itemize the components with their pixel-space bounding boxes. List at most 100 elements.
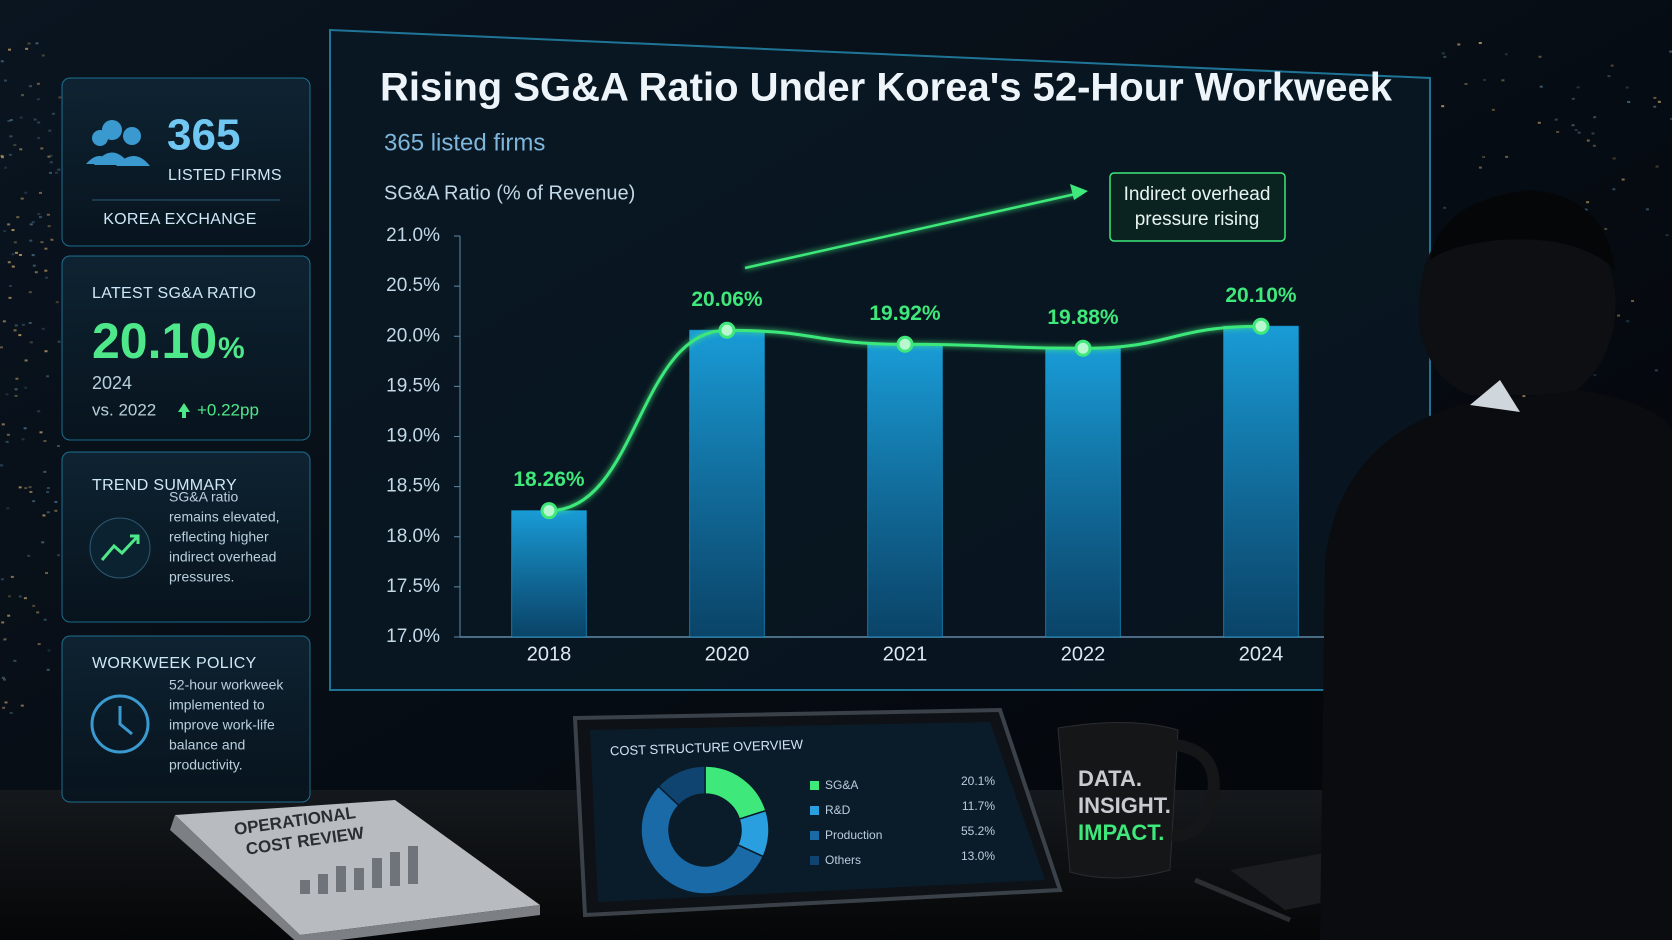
city-light <box>14 388 18 391</box>
city-light <box>44 269 48 272</box>
y-tick-label: 17.5% <box>386 576 440 597</box>
city-light <box>14 251 18 254</box>
y-tick-label: 18.0% <box>386 526 440 547</box>
city-light <box>34 271 38 274</box>
city-light <box>3 638 7 641</box>
city-light <box>3 638 7 641</box>
x-tick-label: 2024 <box>1239 643 1284 665</box>
legend-label: Others <box>825 853 861 867</box>
city-light <box>1522 395 1526 398</box>
compare-label: vs. 2022 <box>92 400 156 419</box>
city-light <box>0 156 4 159</box>
mug-handle <box>1171 739 1220 842</box>
data-label: 20.06% <box>691 288 763 311</box>
city-light <box>4 166 8 169</box>
city-light <box>43 440 47 443</box>
city-light <box>4 701 8 704</box>
city-light <box>1653 105 1657 108</box>
city-light <box>11 229 15 232</box>
annotation-text: pressure rising <box>1135 209 1260 230</box>
city-light <box>1491 108 1495 111</box>
city-light <box>1655 165 1659 168</box>
city-light <box>13 144 17 147</box>
city-light <box>42 514 46 517</box>
city-light <box>18 486 22 489</box>
y-axis-title: SG&A Ratio (% of Revenue) <box>384 182 635 204</box>
mug-text: DATA. <box>1078 766 1142 791</box>
data-label: 19.88% <box>1047 306 1119 329</box>
point <box>1252 317 1270 335</box>
point <box>718 321 736 339</box>
panel-title: WORKWEEK POLICY <box>92 655 257 672</box>
city-light <box>1621 178 1625 181</box>
up-arrow <box>178 403 190 418</box>
chart-title: Rising SG&A Ratio Under Korea's 52-Hour … <box>380 66 1393 110</box>
panel-title: LATEST SG&A RATIO <box>92 285 256 302</box>
donut-slice <box>640 785 765 895</box>
city-light <box>36 611 40 614</box>
panel <box>61 77 311 247</box>
city-light <box>1 621 5 624</box>
city-light <box>1607 75 1611 78</box>
city-light <box>1586 139 1590 142</box>
legend-value: 11.7% <box>962 799 995 813</box>
city-light <box>8 48 12 51</box>
city-light <box>1538 55 1542 58</box>
city-light <box>36 98 40 101</box>
annotation-arrow <box>744 191 1081 270</box>
legend-swatch <box>810 831 819 840</box>
city-light <box>25 47 29 50</box>
city-light <box>51 112 55 115</box>
report <box>175 800 540 935</box>
city-light <box>44 247 48 250</box>
city-light <box>7 223 11 226</box>
city-light <box>20 197 24 200</box>
city-light <box>41 54 45 57</box>
city-light <box>14 394 18 397</box>
city-light <box>29 223 33 226</box>
data-label: 18.26% <box>513 468 585 491</box>
firm-source: KOREA EXCHANGE <box>103 211 257 228</box>
city-light <box>57 554 61 557</box>
panel <box>61 635 311 803</box>
city-light <box>9 119 13 122</box>
city-light <box>28 321 32 324</box>
city-light <box>18 595 22 598</box>
x-tick-label: 2021 <box>883 643 928 665</box>
firm-count: 365 <box>167 111 240 160</box>
city-light <box>1610 64 1614 67</box>
mug-text: INSIGHT. <box>1078 793 1171 818</box>
city-light <box>1441 105 1445 108</box>
bar <box>867 343 943 638</box>
city-light <box>47 155 51 158</box>
city-light <box>13 659 17 662</box>
city-light <box>1571 124 1575 127</box>
bar <box>1223 325 1299 638</box>
city-light <box>1482 155 1486 158</box>
city-light <box>1539 85 1543 88</box>
city-light <box>55 301 59 304</box>
city-light <box>54 171 58 174</box>
city-light <box>24 386 28 389</box>
legend-swatch <box>810 806 819 815</box>
city-light <box>5 393 9 396</box>
city-light <box>20 704 24 707</box>
person <box>1320 190 1672 940</box>
city-light <box>1657 100 1661 103</box>
city-light <box>1574 129 1578 132</box>
mug <box>1057 722 1179 879</box>
city-light <box>10 575 14 578</box>
city-light <box>1586 201 1590 204</box>
city-light <box>46 491 50 494</box>
city-light <box>44 350 48 353</box>
city-light <box>27 554 31 557</box>
city-light <box>2 706 6 709</box>
city-light <box>1443 206 1447 209</box>
city-light <box>32 264 36 267</box>
city-light <box>1571 97 1575 100</box>
city-light <box>45 276 49 279</box>
city-light <box>24 359 28 362</box>
clock-hands <box>118 706 133 736</box>
city-light <box>57 168 61 171</box>
